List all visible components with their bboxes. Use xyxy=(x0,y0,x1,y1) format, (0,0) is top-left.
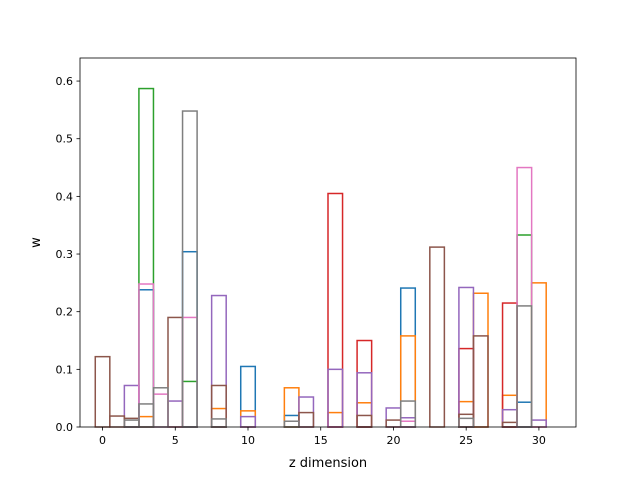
y-tick-label: 0.4 xyxy=(56,190,74,203)
x-tick-label: 25 xyxy=(459,434,473,447)
plot-frame xyxy=(79,57,577,428)
x-tick-label: 5 xyxy=(172,434,179,447)
axes-layer xyxy=(79,57,577,428)
y-tick-label: 0.0 xyxy=(56,421,74,434)
y-tick-label: 0.2 xyxy=(56,306,74,319)
y-axis-label: w xyxy=(29,237,44,248)
x-tick-label: 0 xyxy=(99,434,106,447)
y-tick-label: 0.3 xyxy=(56,248,74,261)
y-tick-label: 0.1 xyxy=(56,363,74,376)
y-ticks: 0.0 0.1 0.2 0.3 0.4 0.5 0.6 xyxy=(56,75,80,434)
y-tick-label: 0.6 xyxy=(56,75,74,88)
x-tick-label: 30 xyxy=(532,434,546,447)
x-tick-label: 20 xyxy=(386,434,400,447)
y-tick-label: 0.5 xyxy=(56,133,74,146)
x-ticks: 0 5 10 15 20 25 30 xyxy=(99,427,546,447)
x-tick-label: 10 xyxy=(241,434,255,447)
x-axis-label: z dimension xyxy=(289,456,367,471)
x-tick-label: 15 xyxy=(314,434,328,447)
